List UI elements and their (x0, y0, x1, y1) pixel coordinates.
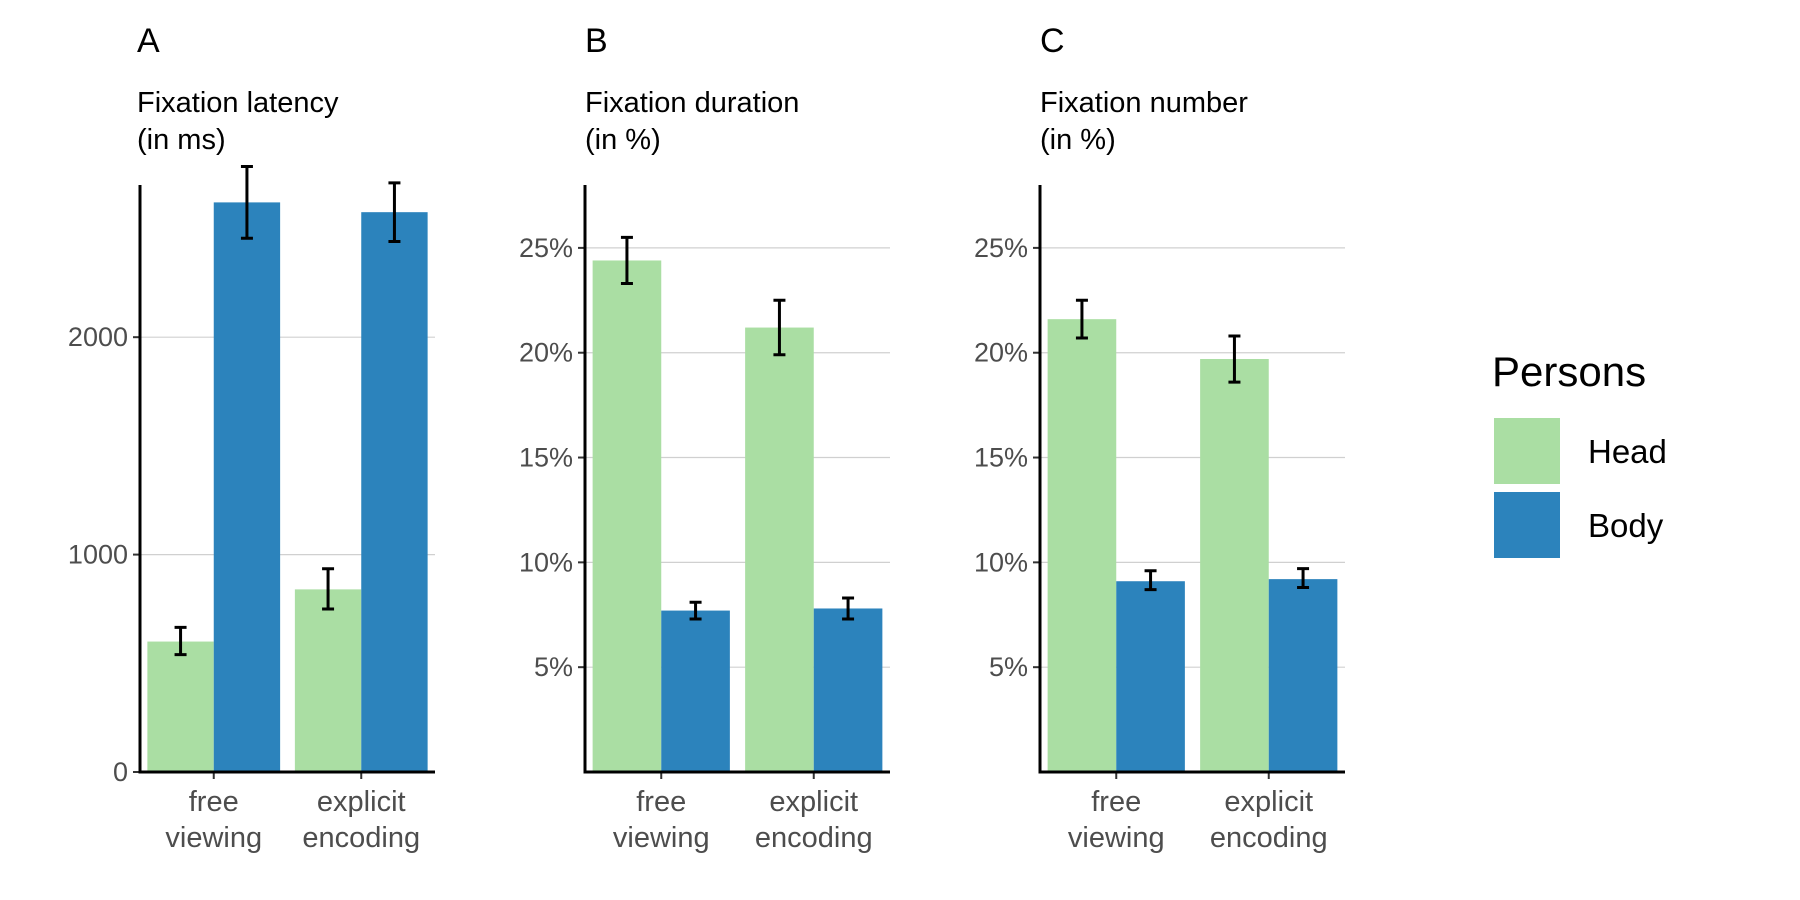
y-tick-label-c-3: 20% (974, 338, 1028, 368)
bar-b-body-1 (661, 610, 730, 772)
y-tick-label-a-2: 2000 (68, 322, 128, 352)
x-tick-label-a-2-line-2: encoding (302, 822, 420, 854)
bar-b-head-2 (745, 327, 814, 772)
error-bar-b-body-2 (842, 596, 855, 621)
error-bar-b-body-1 (689, 600, 702, 621)
x-tick-label-c-1-line-2: viewing (1068, 822, 1165, 854)
y-tick-label-b-4: 25% (519, 233, 573, 263)
error-bar-c-head-2 (1228, 334, 1241, 384)
x-tick-label-b-2-line-2: encoding (755, 822, 873, 854)
bar-a-head-1 (147, 641, 214, 772)
bar-a-head-2 (294, 589, 362, 772)
y-tick-label-b-3: 20% (519, 338, 573, 368)
bar-a-body-2 (361, 212, 428, 773)
x-tick-label-a-2-line-1: explicit (317, 786, 406, 818)
bar-c-body-1 (1116, 581, 1185, 772)
y-tick-label-c-2: 15% (974, 443, 1028, 473)
y-tick-label-c-1: 10% (974, 547, 1028, 577)
panel-title-c-line-2: (in %) (1040, 124, 1116, 156)
error-bar-c-head-1 (1075, 298, 1088, 340)
error-bar-b-head-2 (773, 298, 786, 357)
error-bar-a-body-1 (240, 165, 253, 240)
x-tick-label-a-1-line-2: viewing (165, 822, 262, 854)
error-bar-c-body-1 (1144, 569, 1157, 592)
legend-label-body: Body (1588, 507, 1664, 544)
error-bar-c-body-2 (1297, 567, 1310, 590)
x-tick-label-b-1-line-2: viewing (613, 822, 710, 854)
x-tick-label-a-1-line-1: free (189, 786, 239, 818)
y-tick-label-c-0: 5% (989, 652, 1028, 682)
legend-swatch-head (1494, 418, 1560, 484)
panel-title-b-line-2: (in %) (585, 124, 661, 156)
panel-letter-c: C (1040, 22, 1065, 60)
bar-c-head-1 (1047, 319, 1117, 772)
bar-b-body-2 (813, 608, 883, 772)
panel-title-b-line-1: Fixation duration (585, 87, 799, 119)
bar-b-head-1 (592, 260, 662, 772)
error-bar-a-head-2 (322, 567, 335, 611)
error-bar-a-head-1 (174, 625, 187, 657)
y-tick-label-c-4: 25% (974, 233, 1028, 263)
legend-label-head: Head (1588, 433, 1667, 470)
error-bar-b-head-1 (620, 235, 633, 286)
legend-swatch-body (1494, 492, 1560, 558)
legend-title: Persons (1492, 348, 1646, 395)
y-tick-label-b-0: 5% (534, 652, 573, 682)
bar-c-head-2 (1200, 359, 1269, 772)
x-tick-label-c-1-line-1: free (1091, 786, 1141, 818)
y-tick-label-a-0: 0 (113, 757, 128, 787)
bar-c-body-2 (1268, 579, 1338, 772)
y-tick-label-b-2: 15% (519, 443, 573, 473)
panel-title-a-line-2: (in ms) (137, 124, 226, 156)
x-tick-label-b-1-line-1: free (636, 786, 686, 818)
panel-letter-b: B (585, 22, 608, 60)
bar-a-body-1 (213, 202, 281, 773)
x-tick-label-b-2-line-1: explicit (769, 786, 858, 818)
panel-title-a-line-1: Fixation latency (137, 87, 339, 119)
y-tick-label-a-1: 1000 (68, 540, 128, 570)
x-tick-label-c-2-line-1: explicit (1224, 786, 1313, 818)
panel-letter-a: A (137, 22, 160, 60)
error-bar-a-body-2 (388, 181, 401, 244)
y-tick-label-b-1: 10% (519, 547, 573, 577)
x-tick-label-c-2-line-2: encoding (1210, 822, 1328, 854)
panel-title-c-line-1: Fixation number (1040, 87, 1248, 119)
